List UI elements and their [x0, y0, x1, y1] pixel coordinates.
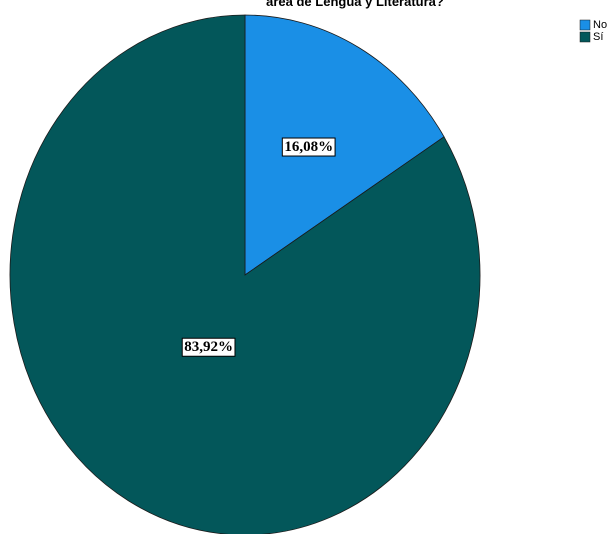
value-label-box [181, 337, 236, 357]
legend-swatch [579, 31, 591, 43]
legend-swatch [579, 19, 591, 31]
pie-slice [9, 14, 481, 534]
value-label: 83,92% [184, 339, 233, 355]
legend-label: Sí [593, 31, 603, 43]
value-label: 16,08% [284, 139, 333, 155]
legend-label: No [593, 19, 607, 31]
value-label-box [281, 137, 336, 157]
chart-title: área de Lengua y Literatura? [266, 0, 444, 9]
pie-slice [244, 14, 445, 276]
